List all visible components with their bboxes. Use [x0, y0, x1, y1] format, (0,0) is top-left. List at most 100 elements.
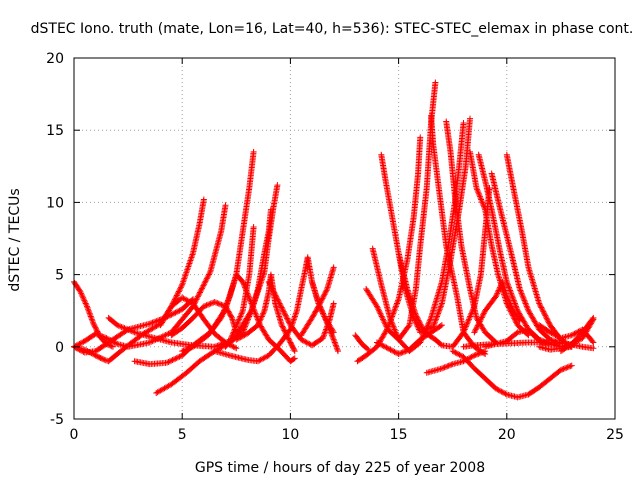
chart-title: dSTEC Iono. truth (mate, Lon=16, Lat=40,…	[31, 21, 634, 37]
data-point	[272, 292, 279, 299]
data-point	[246, 296, 253, 303]
data-point	[146, 339, 153, 346]
data-point	[222, 202, 229, 209]
data-point	[231, 344, 238, 351]
data-point	[81, 297, 88, 304]
data-point	[320, 332, 327, 339]
data-point	[86, 310, 93, 317]
data-point	[274, 182, 281, 189]
data-point	[213, 299, 220, 306]
data-point	[211, 299, 218, 306]
data-point	[161, 332, 168, 339]
data-point	[72, 344, 79, 351]
data-point	[146, 320, 153, 327]
data-point	[237, 334, 244, 341]
data-point	[225, 297, 232, 304]
data-point	[199, 285, 206, 292]
data-point	[319, 309, 326, 316]
data-point	[89, 317, 96, 324]
data-point	[76, 346, 83, 353]
data-point	[380, 317, 387, 324]
data-point	[250, 304, 257, 311]
data-point	[236, 316, 243, 323]
data-point	[195, 292, 202, 299]
data-point	[323, 317, 330, 324]
data-point	[172, 295, 179, 302]
data-point	[204, 274, 211, 281]
data-point	[281, 309, 288, 316]
data-point	[254, 358, 261, 365]
data-point	[118, 323, 125, 330]
data-point	[82, 299, 89, 306]
data-point	[187, 344, 194, 351]
data-point	[286, 336, 293, 343]
data-point	[233, 345, 240, 352]
data-point	[239, 309, 246, 316]
data-point	[304, 340, 311, 347]
data-point	[83, 301, 90, 308]
data-point	[169, 357, 176, 364]
data-point	[222, 304, 229, 311]
data-point	[226, 294, 233, 301]
data-point	[315, 303, 322, 310]
data-point	[393, 300, 400, 307]
data-point	[222, 303, 229, 310]
data-point	[152, 318, 159, 325]
data-point	[316, 302, 323, 309]
data-point	[79, 339, 86, 346]
data-point	[80, 294, 87, 301]
data-point	[196, 289, 203, 296]
data-point	[322, 288, 329, 295]
data-point	[102, 334, 109, 341]
data-point	[88, 314, 95, 321]
data-point	[155, 317, 162, 324]
data-point	[326, 325, 333, 332]
data-point	[247, 299, 254, 306]
data-point	[230, 343, 237, 350]
data-point	[319, 295, 326, 302]
data-point	[85, 306, 92, 313]
data-point	[202, 278, 209, 285]
data-point	[263, 353, 270, 360]
data-point	[226, 341, 233, 348]
data-point	[290, 356, 297, 363]
data-point	[108, 343, 115, 350]
data-point	[244, 291, 251, 298]
data-point	[246, 294, 253, 301]
data-point	[93, 331, 100, 338]
data-point	[225, 308, 232, 315]
data-point	[373, 303, 380, 310]
data-point	[241, 332, 248, 339]
data-point	[223, 300, 230, 307]
data-point	[252, 310, 259, 317]
data-point	[330, 300, 337, 307]
data-point	[273, 293, 280, 300]
data-point	[73, 345, 80, 352]
data-point	[92, 330, 99, 337]
data-point	[303, 339, 310, 346]
data-point	[148, 320, 155, 327]
data-point	[270, 288, 277, 295]
data-point	[227, 342, 234, 349]
data-point	[205, 271, 212, 278]
data-point	[332, 342, 339, 349]
data-point	[202, 302, 209, 309]
y-tick-label: 15	[46, 123, 64, 139]
data-point	[326, 326, 333, 333]
data-point	[205, 272, 212, 279]
y-tick-label: -5	[50, 412, 64, 428]
data-point	[196, 290, 203, 297]
data-point	[176, 287, 183, 294]
data-point	[298, 332, 305, 339]
data-point	[226, 311, 233, 318]
data-point	[173, 293, 180, 300]
data-point	[311, 311, 318, 318]
data-point	[149, 319, 156, 326]
data-point	[91, 321, 98, 328]
data-point	[275, 297, 282, 304]
data-point	[258, 356, 265, 363]
data-point	[322, 316, 329, 323]
data-point	[99, 333, 106, 340]
data-point	[109, 343, 116, 350]
series-13	[211, 254, 337, 365]
